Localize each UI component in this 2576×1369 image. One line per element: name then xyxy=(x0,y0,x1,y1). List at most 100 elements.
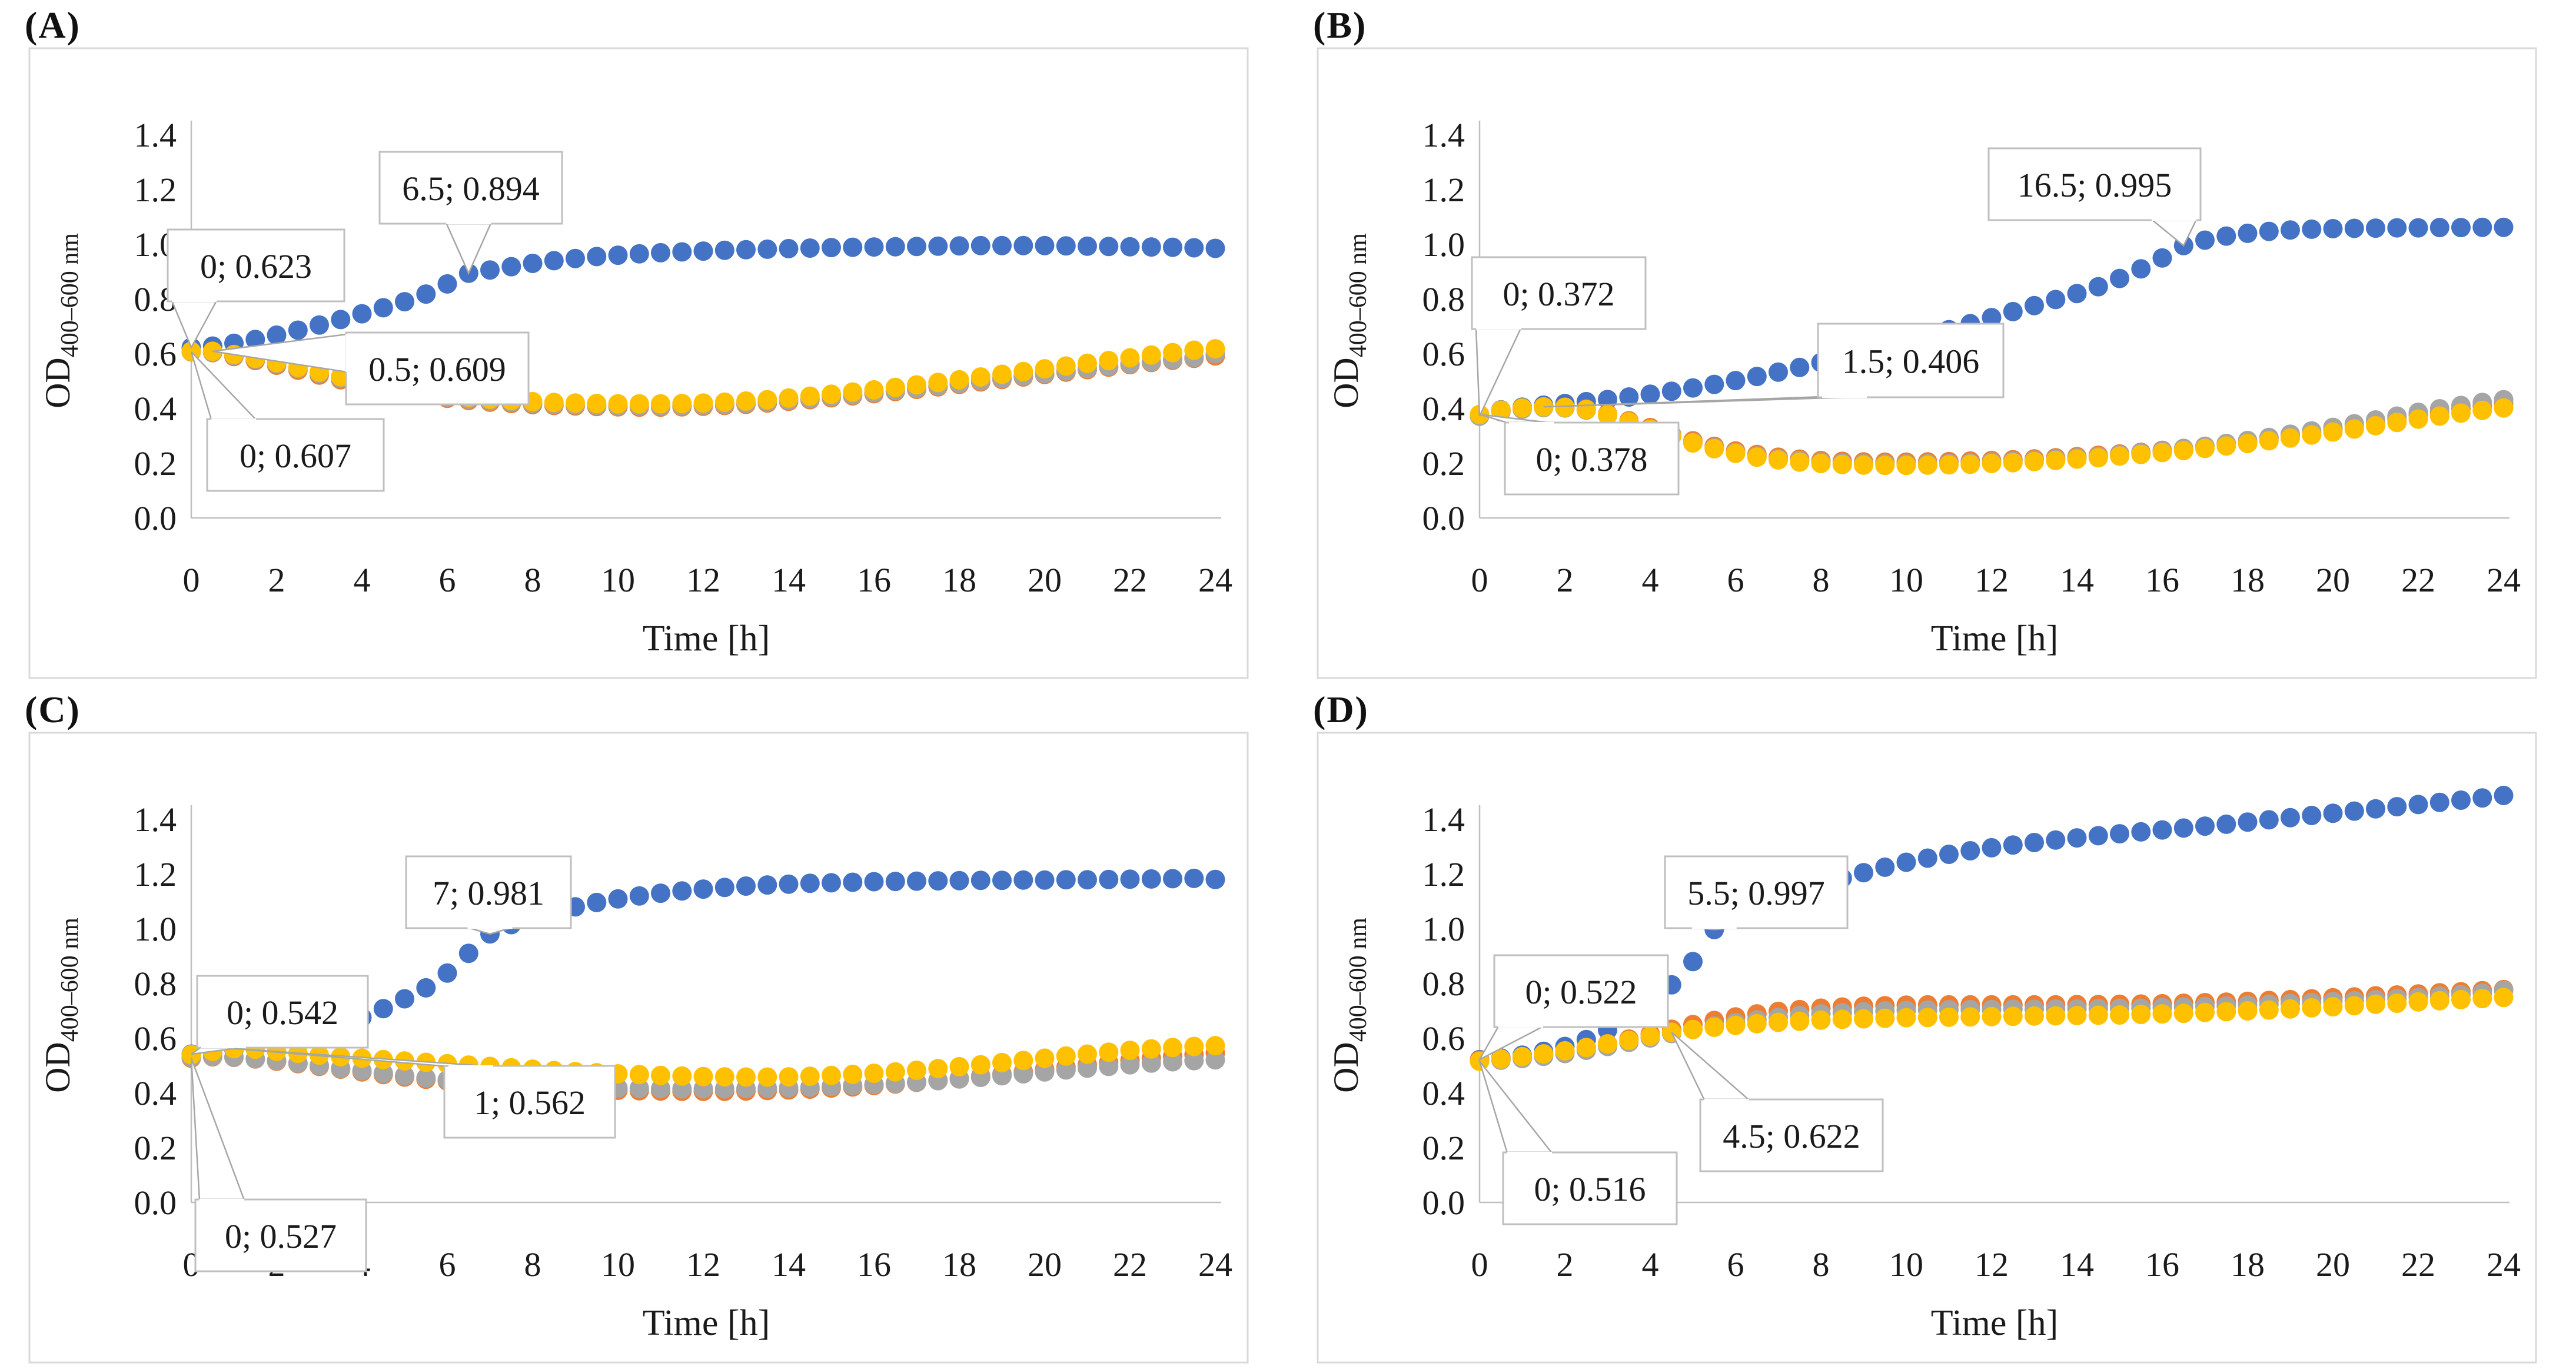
data-point xyxy=(714,878,734,898)
data-point xyxy=(2195,1002,2215,1022)
data-point xyxy=(992,1052,1012,1072)
data-point xyxy=(267,325,287,345)
data-point xyxy=(907,871,926,891)
data-point xyxy=(587,394,607,414)
callout-text: 0; 0.607 xyxy=(240,437,351,475)
y-tick-label: 1.2 xyxy=(134,171,177,209)
data-point xyxy=(373,999,393,1019)
y-tick-label: 0.0 xyxy=(134,499,177,537)
data-point xyxy=(1205,869,1225,889)
x-tick-label: 0 xyxy=(183,561,200,599)
data-point xyxy=(2366,799,2385,819)
data-point xyxy=(1205,1050,1225,1070)
data-point xyxy=(1598,405,1617,425)
data-point xyxy=(331,310,351,330)
data-point xyxy=(2387,797,2407,817)
y-tick-label: 0.4 xyxy=(134,390,177,428)
data-callout: 6.5; 0.894 xyxy=(378,151,563,275)
data-point xyxy=(693,393,713,413)
data-point xyxy=(736,240,756,260)
data-point xyxy=(2451,989,2471,1009)
data-point xyxy=(970,367,990,387)
data-point xyxy=(1917,848,1937,868)
data-point xyxy=(1982,308,2002,328)
y-tick-label: 1.0 xyxy=(134,910,177,948)
callout-text: 0; 0.527 xyxy=(225,1217,337,1255)
data-point xyxy=(949,1056,969,1076)
callout-text: 0; 0.372 xyxy=(1503,275,1614,313)
data-point xyxy=(352,304,372,324)
data-point xyxy=(416,978,436,998)
x-tick-label: 0 xyxy=(1471,1245,1488,1284)
data-point xyxy=(1811,454,1831,473)
data-point xyxy=(1035,1048,1055,1068)
x-tick-label: 4 xyxy=(1642,1245,1659,1284)
data-callout: 5.5; 0.997 xyxy=(1664,855,1849,931)
x-axis-title: Time [h] xyxy=(643,619,770,659)
x-tick-label: 8 xyxy=(524,561,541,599)
data-point xyxy=(992,235,1012,255)
data-point xyxy=(928,871,948,891)
data-point xyxy=(395,292,414,312)
data-point xyxy=(1726,1015,1746,1035)
data-callout: 7; 0.981 xyxy=(405,855,572,935)
data-point xyxy=(2323,997,2343,1016)
data-point xyxy=(1120,1055,1140,1075)
data-point xyxy=(757,875,777,895)
x-tick-label: 6 xyxy=(1727,561,1744,599)
y-tick-label: 1.4 xyxy=(1422,800,1465,839)
data-point xyxy=(779,1067,799,1087)
callout-box xyxy=(443,1065,616,1139)
y-tick-label: 0.2 xyxy=(1422,444,1465,483)
data-point xyxy=(822,1065,841,1085)
x-tick-label: 2 xyxy=(1557,561,1574,599)
x-tick-label: 4 xyxy=(354,561,371,599)
data-point xyxy=(2046,830,2066,850)
callout-text: 0; 0.623 xyxy=(200,247,312,285)
data-point xyxy=(2003,301,2023,321)
data-point xyxy=(1619,387,1639,407)
data-point xyxy=(1726,371,1746,391)
y-tick-label: 0.4 xyxy=(1422,390,1465,428)
data-point xyxy=(714,1067,734,1087)
x-tick-label: 10 xyxy=(1889,561,1923,599)
x-tick-label: 24 xyxy=(2487,561,2521,599)
data-point xyxy=(693,879,713,899)
data-callout: 0; 0.607 xyxy=(190,351,385,492)
data-point xyxy=(2003,453,2023,473)
data-point xyxy=(1184,238,1204,258)
data-point xyxy=(736,391,756,411)
x-tick-label: 12 xyxy=(1975,1245,2009,1284)
data-point xyxy=(437,274,457,294)
data-callout: 0; 0.378 xyxy=(1479,413,1680,496)
data-point xyxy=(1875,1008,1895,1028)
callout-text: 1; 0.562 xyxy=(474,1084,586,1122)
data-point xyxy=(2088,448,2108,468)
data-point xyxy=(1640,384,1660,404)
data-point xyxy=(1832,454,1852,474)
data-point xyxy=(1141,237,1161,257)
data-point xyxy=(672,394,692,414)
data-point xyxy=(1078,1058,1097,1078)
x-tick-label: 10 xyxy=(1889,1245,1923,1284)
data-point xyxy=(1141,1053,1161,1073)
x-tick-label: 22 xyxy=(1113,1245,1147,1284)
data-point xyxy=(2088,826,2108,846)
data-point xyxy=(907,237,926,257)
series-yellow xyxy=(1470,988,2514,1071)
data-point xyxy=(1790,357,1810,377)
data-point xyxy=(2238,223,2258,243)
data-callout: 0.5; 0.609 xyxy=(212,331,530,406)
panel-C: (C) 0.00.20.40.60.81.01.21.4024681012141… xyxy=(0,684,1288,1369)
y-tick-label: 0.0 xyxy=(1422,499,1465,537)
x-tick-label: 14 xyxy=(2060,1245,2094,1284)
data-point xyxy=(2429,218,2449,238)
data-point xyxy=(1099,1056,1119,1076)
y-tick-label: 1.4 xyxy=(134,116,177,154)
data-point xyxy=(1683,1019,1703,1039)
data-point xyxy=(1960,841,1980,860)
data-point xyxy=(310,315,329,335)
data-point xyxy=(1939,1007,1959,1027)
x-tick-label: 14 xyxy=(772,1245,806,1284)
data-point xyxy=(629,1078,649,1098)
